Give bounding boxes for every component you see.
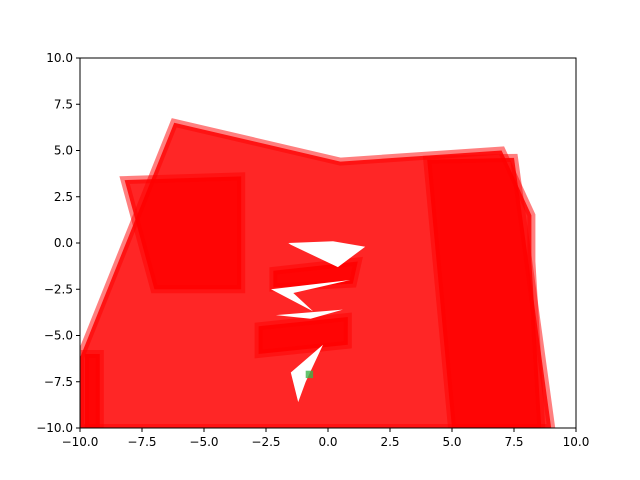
y-tick-label: −5.0	[44, 329, 73, 343]
x-tick-label: −2.5	[251, 435, 280, 449]
x-tick-label: −10.0	[62, 435, 99, 449]
green-patch-0	[305, 370, 314, 379]
chart-marks	[80, 118, 556, 428]
x-tick-label: 7.5	[504, 435, 523, 449]
gap-region-2	[275, 309, 343, 319]
red-polygon-0-5	[81, 350, 104, 428]
x-tick-label: −5.0	[189, 435, 218, 449]
x-tick-label: 2.5	[380, 435, 399, 449]
x-tick-label: 10.0	[563, 435, 590, 449]
x-tick-label: −7.5	[127, 435, 156, 449]
x-axis: −10.0 −7.5 −5.0 −2.5 0.0 2.5 5.0 7.5 10.0	[62, 428, 590, 449]
red-polygon-0-2	[422, 153, 556, 428]
red-polygon-0-4	[254, 312, 352, 359]
y-tick-label: −10.0	[36, 421, 73, 435]
x-tick-label: 5.0	[442, 435, 461, 449]
y-tick-label: 2.5	[54, 190, 73, 204]
red-polygon-0-3	[269, 256, 363, 292]
y-tick-label: −2.5	[44, 282, 73, 296]
red-polygon-0-1	[119, 172, 246, 294]
x-tick-label: 0.0	[318, 435, 337, 449]
y-tick-label: 7.5	[54, 97, 73, 111]
y-tick-label: 10.0	[46, 51, 73, 65]
y-tick-label: 0.0	[54, 236, 73, 250]
y-tick-label: 5.0	[54, 144, 73, 158]
y-axis: −10.0 −7.5 −5.0 −2.5 0.0 2.5 5.0 7.5 10.0	[36, 51, 80, 435]
y-tick-label: −7.5	[44, 375, 73, 389]
gap-region-0	[288, 241, 366, 268]
gap-region-1	[271, 280, 351, 312]
